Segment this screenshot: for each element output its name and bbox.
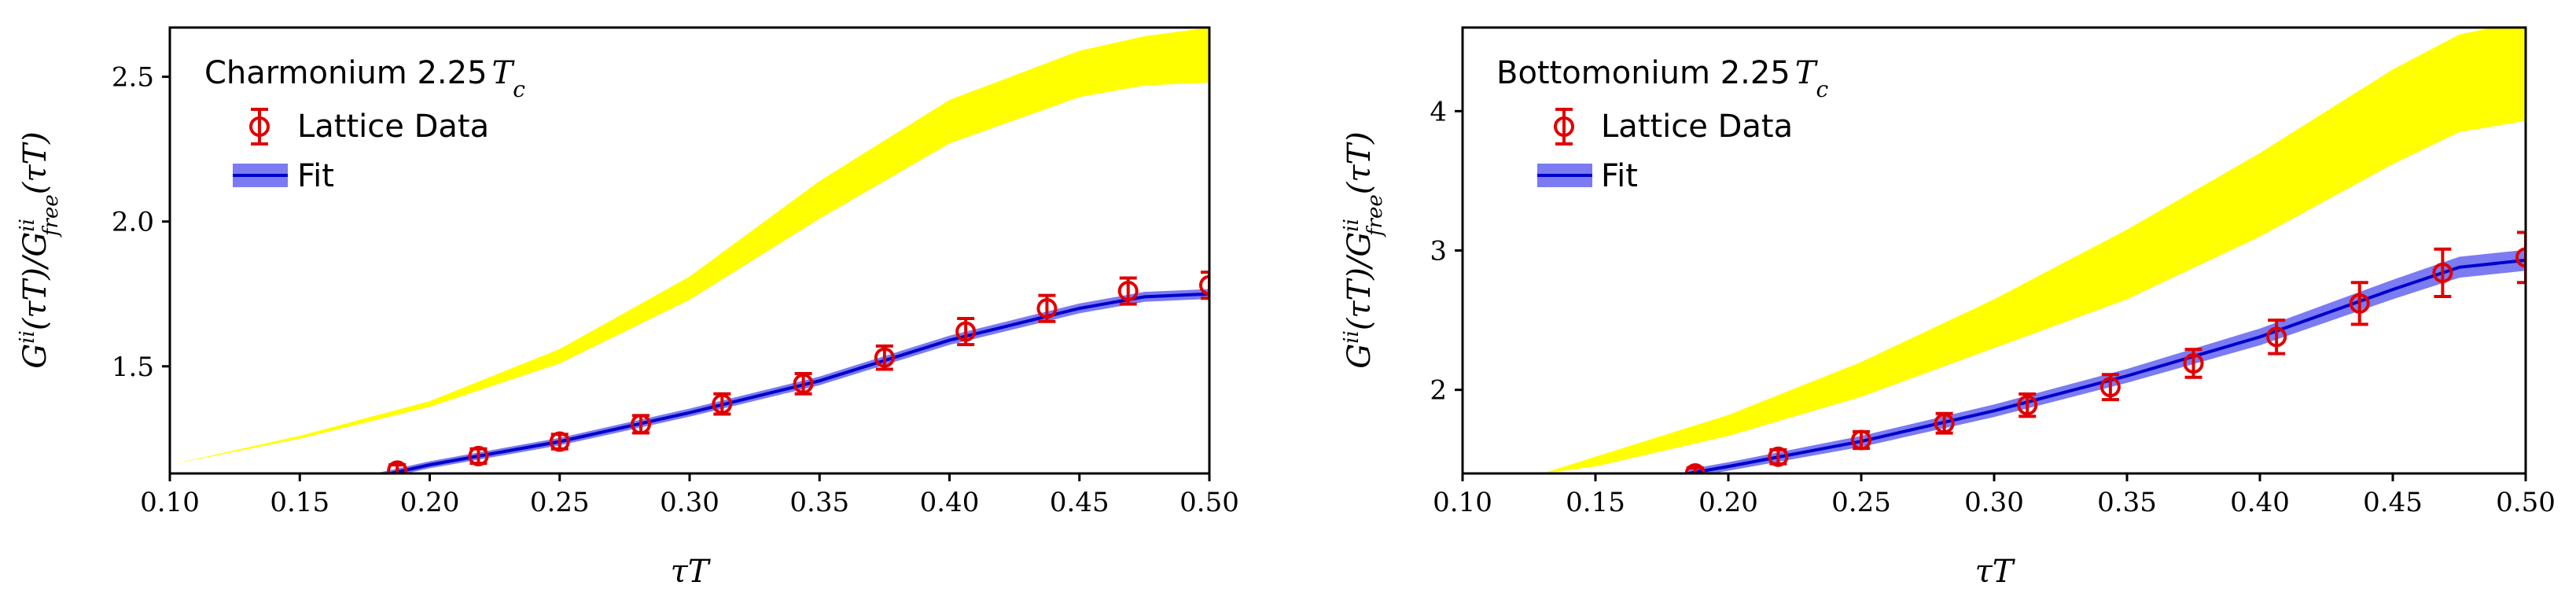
- data-point: [874, 344, 895, 371]
- y-tick-label: 2.5: [112, 62, 154, 94]
- data-point: [2266, 319, 2287, 355]
- y-tick-label: 4: [1430, 96, 1447, 127]
- model-band-yellow: [170, 28, 1209, 465]
- legend-circle-marker-icon: [1554, 116, 1574, 137]
- x-tick-label: 0.10: [140, 487, 200, 518]
- data-point: [387, 460, 408, 473]
- legend-fit: Fit: [233, 158, 334, 194]
- x-axis-ticks: 0.10 0.15 0.20 0.25 0.30 0.35 0.40 0.45 0.50: [140, 473, 1239, 518]
- x-tick-label: 0.40: [2230, 487, 2290, 518]
- x-tick-label: 0.30: [660, 487, 719, 518]
- panel-title: Bottomonium 2.25 Tc: [1496, 55, 1828, 102]
- legend-label-lattice: Lattice Data: [297, 109, 489, 145]
- data-point: [793, 371, 814, 396]
- y-tick-label: 1.5: [112, 352, 154, 383]
- fit-line: [383, 292, 1209, 473]
- bottomonium-panel: 0.10 0.15 0.20 0.25 0.30 0.35 0.40 0.45 0.50 2 3 4…: [1340, 26, 2556, 590]
- x-tick-label: 0.40: [920, 487, 980, 518]
- data-point: [1851, 429, 1871, 451]
- data-point: [549, 431, 570, 452]
- series-layer: [1542, 28, 2526, 473]
- data-point: [955, 317, 977, 347]
- data-point: [2349, 281, 2370, 326]
- data-point: [1768, 446, 1789, 467]
- legend-label-fit: Fit: [297, 158, 334, 194]
- x-tick-label: 0.20: [400, 487, 460, 518]
- data-point: [468, 445, 489, 466]
- y-axis-ticks: 2 3 4: [1430, 96, 1463, 407]
- y-tick-label: 2: [1430, 375, 1447, 407]
- y-axis-label: Gii(τT)/Giifree(τT): [1340, 131, 1387, 369]
- legend-fit: Fit: [1537, 158, 1638, 194]
- legend-lattice-data: Lattice Data: [249, 108, 489, 145]
- legend-label-fit: Fit: [1601, 158, 1638, 194]
- model-band-yellow: [1542, 28, 2526, 473]
- data-point: [2099, 373, 2121, 402]
- x-tick-label: 0.45: [1050, 487, 1110, 518]
- y-tick-label: 3: [1430, 236, 1447, 267]
- x-axis-ticks: 0.10 0.15 0.20 0.25 0.30 0.35 0.40 0.45 0.50: [1433, 473, 2556, 518]
- x-tick-label: 0.10: [1433, 487, 1492, 518]
- legend-label-lattice: Lattice Data: [1601, 109, 1793, 145]
- legend-circle-marker-icon: [249, 116, 270, 137]
- x-axis-label: τT: [1975, 554, 2016, 590]
- x-tick-label: 0.35: [789, 487, 849, 518]
- data-point: [2432, 247, 2453, 298]
- x-tick-label: 0.35: [2097, 487, 2157, 518]
- data-point: [1117, 276, 1139, 306]
- x-tick-label: 0.50: [2496, 487, 2556, 518]
- plot-content: [1542, 28, 2526, 473]
- y-tick-label: 2.0: [112, 207, 154, 238]
- charmonium-panel: 0.10 0.15 0.20 0.25 0.30 0.35 0.40 0.45 0.50 1.5…: [16, 26, 1239, 590]
- x-tick-label: 0.30: [1964, 487, 2024, 518]
- data-point: [2183, 348, 2204, 379]
- x-tick-label: 0.25: [1831, 487, 1891, 518]
- data-point: [712, 392, 733, 416]
- data-point: [1036, 293, 1058, 323]
- fit-line: [1687, 258, 2526, 473]
- x-tick-label: 0.20: [1698, 487, 1758, 518]
- x-tick-label: 0.15: [1566, 487, 1625, 518]
- series-layer: [170, 28, 1209, 473]
- data-point: [1934, 411, 1955, 435]
- x-tick-label: 0.15: [270, 487, 329, 518]
- data-point: [631, 414, 652, 435]
- y-axis-ticks: 1.5 2.0 2.5: [112, 62, 170, 383]
- x-axis-label: τT: [671, 554, 712, 590]
- panel-title: Charmonium 2.25 Tc: [204, 55, 525, 102]
- x-tick-label: 0.45: [2363, 487, 2423, 518]
- data-point: [1199, 271, 1209, 300]
- y-axis-label: Gii(τT)/Giifree(τT): [16, 131, 63, 369]
- x-tick-label: 0.50: [1179, 487, 1239, 518]
- legend-lattice-data: Lattice Data: [1554, 108, 1793, 145]
- x-tick-label: 0.25: [530, 487, 590, 518]
- plot-content: [170, 28, 1209, 473]
- data-point: [1684, 463, 1706, 473]
- data-point: [2017, 392, 2038, 418]
- data-point: [2515, 230, 2526, 285]
